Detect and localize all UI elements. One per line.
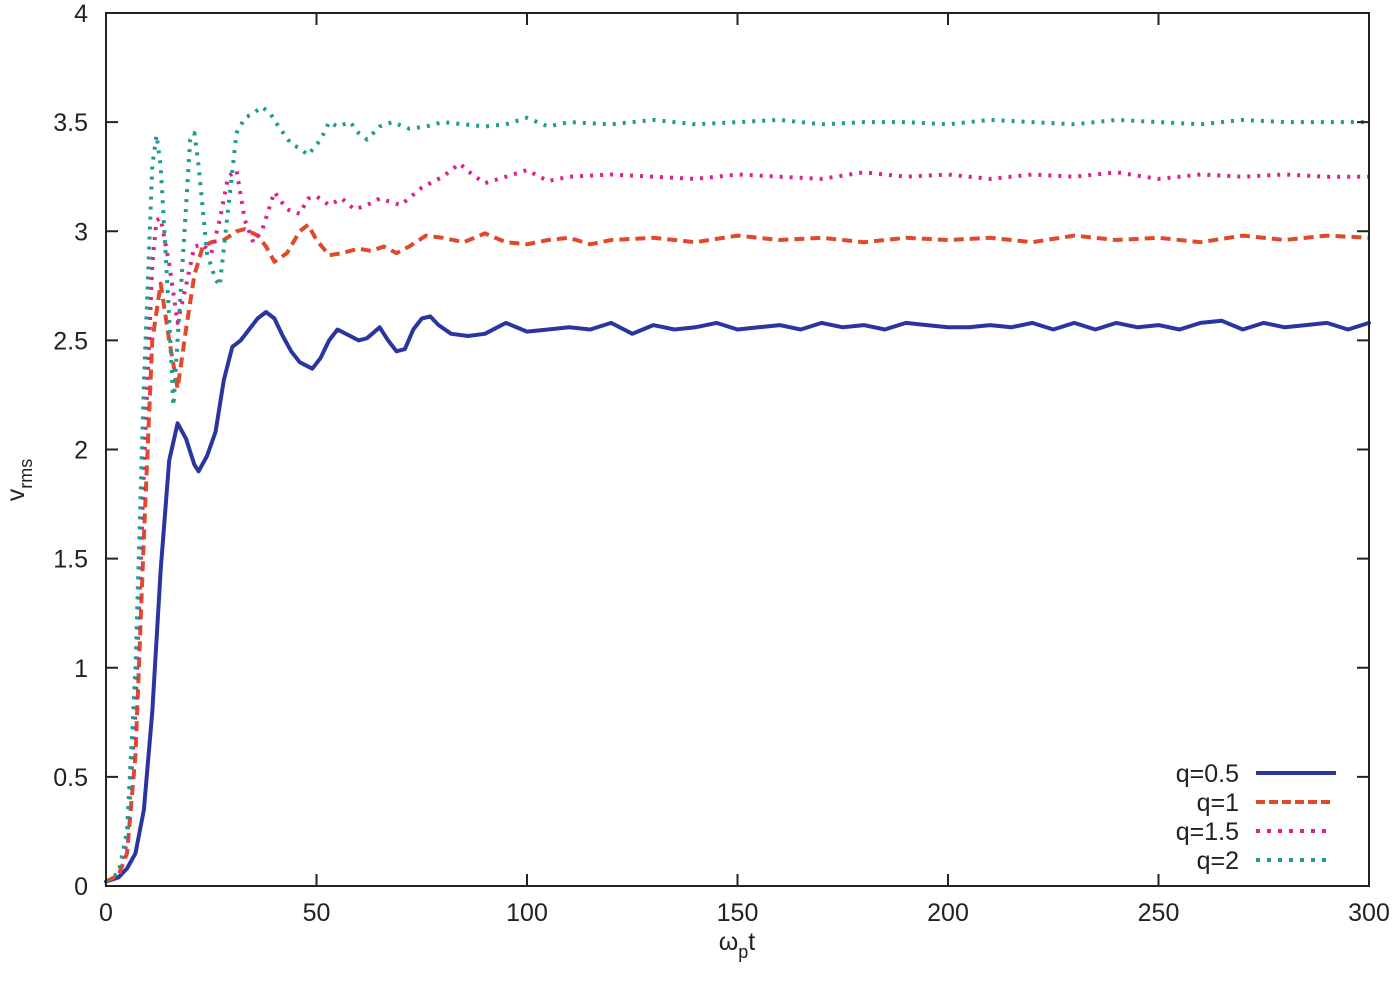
legend: q=0.5q=1q=1.5q=2 [1176,760,1336,875]
x-axis-label-main: ω [719,928,739,956]
y-axis-ticks: 0 0.5 1 1.5 2 2.5 3 3.5 4 [53,0,1369,901]
y-tick-label: 0 [74,873,88,901]
x-tick-label: 50 [303,899,331,927]
plot-series-group [104,104,1371,884]
y-tick-label: 0.5 [53,764,88,792]
x-axis-label-tail: t [748,928,755,956]
y-tick-label: 4 [74,0,88,28]
x-tick-label: 250 [1138,899,1180,927]
series-line-q-0-5 [104,310,1371,884]
x-tick-label: 100 [506,899,548,927]
x-axis-label-sub: p [738,942,748,962]
x-axis-ticks: 0 50 100 150 200 250 300 [99,13,1390,927]
x-tick-label: 0 [99,899,113,927]
y-tick-label: 2.5 [53,327,88,355]
x-tick-label: 200 [927,899,969,927]
legend-label: q=0.5 [1176,760,1239,788]
y-tick-label: 3.5 [53,109,88,137]
x-tick-label: 300 [1348,899,1390,927]
legend-label: q=1.5 [1176,818,1239,846]
y-tick-label: 2 [74,437,88,465]
y-axis-label: vrms [2,459,36,502]
plot-frame [105,12,1370,887]
series-line-q-1 [105,222,1370,884]
y-axis-label-sub: rms [16,459,36,489]
legend-label: q=2 [1197,847,1239,875]
y-tick-label: 3 [74,218,88,246]
y-tick-label: 1 [74,655,88,683]
y-axis-label-main: v [2,488,30,501]
y-tick-label: 1.5 [53,546,88,574]
legend-label: q=1 [1197,789,1239,817]
x-axis-label: ωpt [719,928,756,962]
series-line-q-2 [104,104,1369,884]
x-tick-label: 150 [717,899,759,927]
